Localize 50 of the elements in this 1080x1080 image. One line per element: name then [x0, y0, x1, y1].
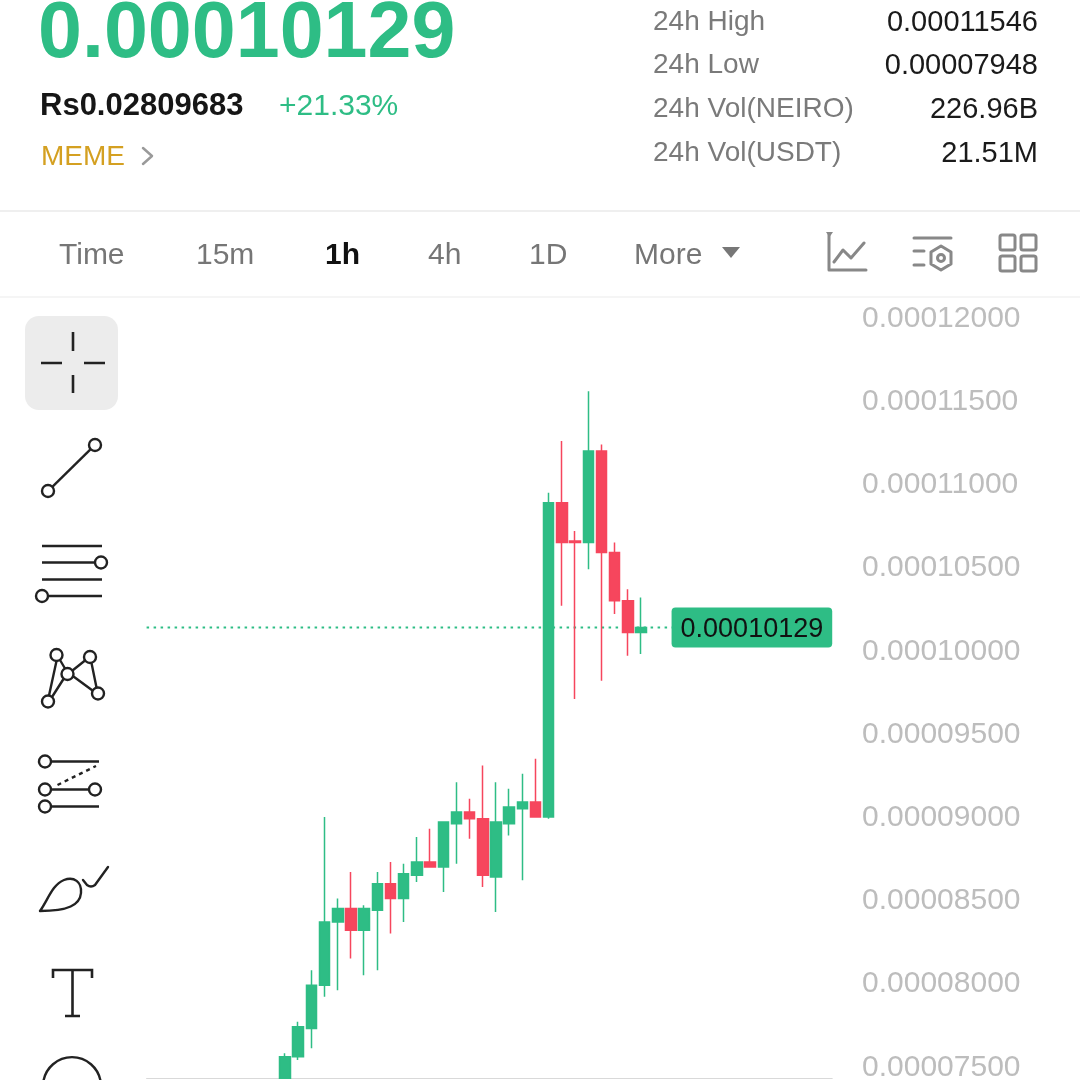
chart-title: 0.00010129 — [38, 0, 456, 74]
y-tick-label: 0.00010500 — [862, 549, 1021, 583]
candlestick — [529, 758, 542, 818]
text: 0.00007948 — [884, 47, 1038, 82]
candlestick — [344, 871, 358, 960]
text: 21.51M — [941, 135, 1038, 170]
text: +21.33% — [279, 87, 399, 123]
candlestick — [371, 871, 384, 971]
y-tick-label: 0.00007500 — [862, 1048, 1021, 1080]
candlestick — [305, 969, 318, 1050]
y-tick-label: 0.00008000 — [862, 965, 1021, 999]
candlestick — [621, 588, 635, 657]
text: 1D — [529, 236, 568, 272]
candlestick — [595, 443, 608, 682]
text: 24h Low — [653, 47, 759, 81]
candlestick — [516, 773, 529, 882]
candlestick — [463, 798, 476, 840]
ref-line-label: 0.00010129 — [680, 612, 824, 643]
text: 1h — [325, 236, 361, 272]
y-tick-label: 0.00008500 — [862, 882, 1021, 916]
text: Time — [59, 236, 125, 272]
text: 24h Vol(USDT) — [653, 135, 842, 169]
candlestick — [318, 816, 331, 998]
text: 0.00011546 — [886, 4, 1038, 39]
candlestick — [357, 904, 371, 976]
y-tick-label: 0.00010000 — [862, 632, 1021, 666]
candlestick — [423, 827, 437, 868]
text: MEME — [41, 139, 125, 173]
text: 15m — [196, 236, 255, 272]
y-tick-label: 0.00011500 — [862, 382, 1019, 416]
y-tick-label: 0.00011000 — [862, 466, 1019, 500]
candlestick — [331, 897, 345, 991]
candlestick — [384, 861, 397, 935]
candlestick — [582, 390, 595, 570]
y-tick-label: 0.00009000 — [862, 798, 1021, 832]
text: 24h High — [653, 4, 766, 38]
candlestick — [450, 781, 463, 865]
candlestick — [437, 821, 450, 893]
candlestick — [476, 764, 490, 888]
candlestick — [608, 541, 621, 615]
text: 226.96B — [929, 91, 1038, 126]
y-tick-label: 0.00009500 — [862, 715, 1021, 749]
text: 24h Vol(NEIRO) — [653, 91, 854, 125]
chart-subtitle: Rs0.02809683 — [40, 86, 244, 124]
text: 4h — [428, 236, 462, 272]
text: More — [634, 236, 703, 272]
candlestick — [397, 862, 410, 923]
candlestick — [634, 596, 648, 655]
candlestick — [410, 836, 424, 883]
y-tick-label: 0.00012000 — [862, 299, 1021, 333]
